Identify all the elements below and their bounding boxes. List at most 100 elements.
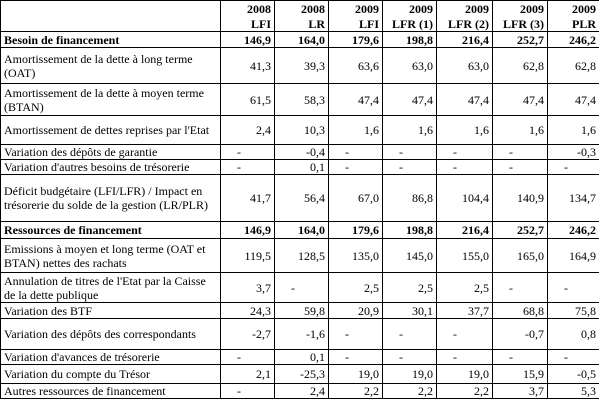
header-year: 2009 [436, 0, 493, 16]
header-blank [0, 0, 221, 16]
cell-value: 252,7 [492, 31, 548, 48]
row-label: Autres ressources de financement [0, 383, 221, 399]
header-version: LFI [220, 16, 275, 32]
cell-value: 165,0 [492, 238, 548, 273]
cell-value: 104,4 [436, 174, 493, 222]
cell-value: 198,8 [382, 221, 437, 239]
cell-value: - [492, 159, 548, 175]
table-row: Amortissement de dettes reprises par l'E… [0, 115, 599, 145]
cell-value: 246,2 [547, 31, 599, 48]
cell-value: 68,8 [492, 302, 548, 319]
row-label: Variation d'autres besoins de trésorerie [0, 159, 221, 175]
cell-value: 63,0 [436, 47, 493, 84]
cell-value: - [328, 318, 383, 350]
cell-value: - [220, 159, 275, 175]
cell-value: 41,7 [220, 174, 275, 222]
cell-value: 59,8 [274, 302, 329, 319]
header-year: 2009 [382, 0, 437, 16]
cell-value: -0,4 [274, 144, 329, 160]
cell-value: 39,3 [274, 47, 329, 84]
cell-value: - [492, 144, 548, 160]
cell-value: - [436, 144, 493, 160]
table-header: 2008 2008 2009 2009 2009 2009 2009 LFI LR LFI LFR … [0, 0, 599, 32]
cell-value: - [547, 272, 599, 303]
header-row: LFI LR LFI LFR (1) LFR (2) LFR (3) PLR [0, 16, 599, 32]
header-version: LFR (2) [436, 16, 493, 32]
cell-value: - [492, 349, 548, 365]
table-row: Autres ressources de financement -2,4 2,2 2… [0, 383, 599, 399]
cell-value: 2,2 [328, 383, 383, 399]
cell-value: 63,0 [382, 47, 437, 84]
cell-value: 164,9 [547, 238, 599, 273]
table-row: Amortissement de la dette à long terme (… [0, 47, 599, 84]
cell-value: - [382, 318, 437, 350]
cell-value: - [436, 159, 493, 175]
header-row: 2008 2008 2009 2009 2009 2009 2009 [0, 0, 599, 16]
header-year: 2009 [547, 0, 599, 16]
table-row: Variation des BTF 24,3 59,8 20,9 30,1 37,7 68,… [0, 302, 599, 319]
header-year: 2009 [328, 0, 383, 16]
table-row: Variation d'autres besoins de trésorerie… [0, 159, 599, 175]
cell-value: 5,3 [547, 383, 599, 399]
cell-value: 61,5 [220, 83, 275, 116]
cell-value: - [547, 159, 599, 175]
row-label: Variation des BTF [0, 302, 221, 319]
table-row: Variation des dépôts de garantie - -0,4- - -… [0, 144, 599, 160]
cell-value: - [382, 159, 437, 175]
cell-value: -0,3 [547, 144, 599, 160]
cell-value: 179,6 [328, 221, 383, 239]
row-label: Variation d'avances de trésorerie [0, 349, 221, 365]
cell-value: 41,3 [220, 47, 275, 84]
cell-value: 1,6 [328, 115, 383, 145]
cell-value: - [436, 349, 493, 365]
cell-value: 128,5 [274, 238, 329, 273]
row-label: Variation des dépôts de garantie [0, 144, 221, 160]
table-row: Variation du compte du Trésor 2,1 -25,3 19,… [0, 364, 599, 384]
header-version: LFR (1) [382, 16, 437, 32]
row-label: Besoin de financement [0, 31, 221, 48]
cell-value: 62,8 [547, 47, 599, 84]
cell-value: 1,6 [492, 115, 548, 145]
table-body: Besoin de financement 146,9 164,0 179,6 198,… [0, 31, 599, 399]
cell-value: 140,9 [492, 174, 548, 222]
cell-value: 19,0 [328, 364, 383, 384]
row-label: Variation des dépôts des correspondants [0, 318, 221, 350]
cell-value: 246,2 [547, 221, 599, 239]
cell-value: 2,4 [220, 115, 275, 145]
row-label: Déficit budgétaire (LFI/LFR) / Impact en… [0, 174, 221, 222]
cell-value: 164,0 [274, 221, 329, 239]
cell-value: 20,9 [328, 302, 383, 319]
cell-value: 56,4 [274, 174, 329, 222]
cell-value: 146,9 [220, 221, 275, 239]
cell-value: 47,4 [547, 83, 599, 116]
table-row: Annulation de titres de l'Etat par la Ca… [0, 272, 599, 303]
cell-value: - [547, 349, 599, 365]
cell-value: - [382, 144, 437, 160]
cell-value: 10,3 [274, 115, 329, 145]
table-row: Amortissement de la dette à moyen terme … [0, 83, 599, 116]
cell-value: 2,2 [382, 383, 437, 399]
cell-value: 62,8 [492, 47, 548, 84]
cell-value: 2,4 [274, 383, 329, 399]
cell-value: 67,0 [328, 174, 383, 222]
cell-value: 2,5 [382, 272, 437, 303]
table-row: Déficit budgétaire (LFI/LFR) / Impact en… [0, 174, 599, 222]
cell-value: 3,7 [220, 272, 275, 303]
cell-value: 86,8 [382, 174, 437, 222]
cell-value: 198,8 [382, 31, 437, 48]
cell-value: - [328, 144, 383, 160]
cell-value: - [328, 159, 383, 175]
row-label: Amortissement de la dette à moyen terme … [0, 83, 221, 116]
cell-value: 47,4 [436, 83, 493, 116]
cell-value: - [436, 318, 493, 350]
cell-value: -1,6 [274, 318, 329, 350]
cell-value: 0,1 [274, 349, 329, 365]
row-label: Variation du compte du Trésor [0, 364, 221, 384]
cell-value: 179,6 [328, 31, 383, 48]
cell-value: - [220, 144, 275, 160]
cell-value: 0,1 [274, 159, 329, 175]
cell-value: -0,5 [547, 364, 599, 384]
cell-value: 1,6 [382, 115, 437, 145]
